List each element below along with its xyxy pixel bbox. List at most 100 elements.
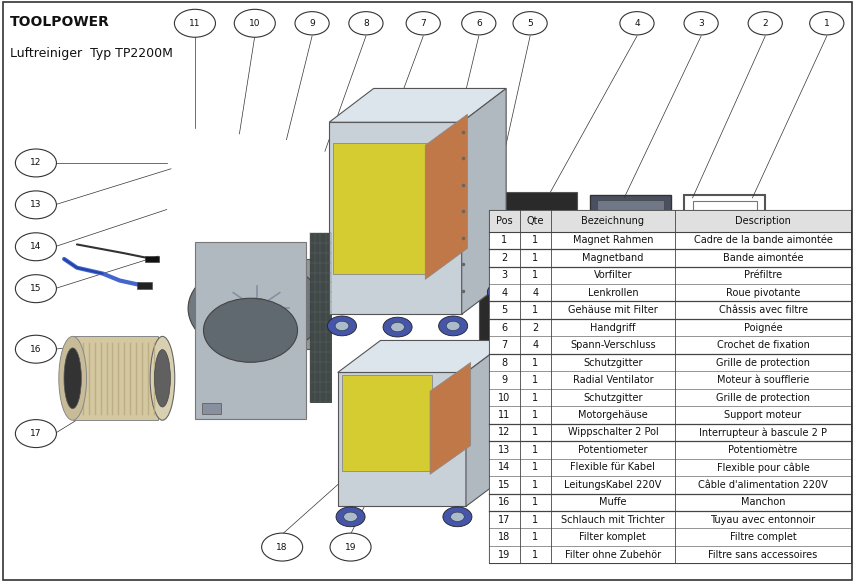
Bar [489,249,851,267]
Ellipse shape [150,336,174,420]
Text: 4: 4 [501,288,508,298]
Text: Tuyau avec entonnoir: Tuyau avec entonnoir [711,514,816,525]
Text: 1: 1 [532,375,539,385]
Circle shape [344,512,357,521]
Circle shape [219,283,294,334]
Text: Câble d'alimentation 220V: Câble d'alimentation 220V [699,480,828,490]
Bar [310,233,331,402]
Circle shape [406,12,440,35]
Bar [669,346,682,358]
Text: 6: 6 [501,322,508,333]
Bar [73,336,158,420]
Bar [489,301,851,319]
Text: Préfiltre: Préfiltre [744,270,782,281]
Text: 1: 1 [532,357,539,368]
Text: 13: 13 [30,200,42,210]
Text: 1: 1 [532,270,539,281]
Text: Potentiometer: Potentiometer [578,445,648,455]
Text: Description: Description [735,215,791,226]
Circle shape [443,507,472,527]
Bar [579,242,592,253]
Bar [489,441,851,459]
Text: 2: 2 [501,253,508,263]
Text: 1: 1 [532,514,539,525]
Polygon shape [462,88,506,314]
Text: 12: 12 [30,158,42,168]
Text: 8: 8 [363,19,369,28]
Text: 5: 5 [501,305,508,315]
Circle shape [174,9,215,37]
Bar [489,354,851,371]
Text: Schutzgitter: Schutzgitter [583,392,643,403]
Text: 1: 1 [824,19,829,28]
Circle shape [439,316,468,336]
Text: Magnetband: Magnetband [582,253,644,263]
Circle shape [241,298,272,319]
Text: Pos: Pos [496,215,513,226]
Text: Interrupteur à bascule 2 P: Interrupteur à bascule 2 P [699,427,827,438]
Bar [489,406,851,424]
Text: Poignée: Poignée [744,322,782,333]
Bar [489,528,851,546]
Polygon shape [338,340,509,372]
Text: Flexible für Kabel: Flexible für Kabel [570,462,656,473]
Text: 10: 10 [498,392,510,403]
Text: 8: 8 [501,357,508,368]
Circle shape [15,191,56,219]
Bar [489,371,851,389]
Bar [333,143,429,274]
Circle shape [513,12,547,35]
Text: Filter ohne Zubehör: Filter ohne Zubehör [565,549,661,560]
Circle shape [490,475,519,495]
Text: 4: 4 [634,19,640,28]
Ellipse shape [59,336,86,420]
Text: Manchon: Manchon [740,497,785,508]
Bar [489,424,851,441]
Text: Vorfilter: Vorfilter [593,270,632,281]
Circle shape [684,12,718,35]
Circle shape [383,317,412,337]
Text: Cadre de la bande aimontée: Cadre de la bande aimontée [693,235,833,246]
Ellipse shape [64,348,81,409]
Text: Bezeichnung: Bezeichnung [581,215,645,226]
Text: 4: 4 [532,340,539,350]
Ellipse shape [155,350,170,407]
Text: 2: 2 [763,19,768,28]
Text: 3: 3 [501,270,508,281]
Circle shape [15,335,56,363]
Text: 13: 13 [498,445,510,455]
Text: 1: 1 [532,445,539,455]
Text: 1: 1 [532,235,539,246]
Circle shape [262,533,303,561]
Bar [508,397,547,402]
Text: Lenkrollen: Lenkrollen [587,288,638,298]
Circle shape [487,282,516,302]
Circle shape [15,149,56,177]
Bar [669,242,682,253]
Bar [670,343,686,356]
Text: Gehäuse mit Filter: Gehäuse mit Filter [568,305,657,315]
Text: Filter komplet: Filter komplet [580,532,646,542]
Text: Handgriff: Handgriff [590,322,635,333]
Text: 14: 14 [30,242,42,251]
Text: Spann-Verschluss: Spann-Verschluss [570,340,656,350]
Circle shape [451,512,464,521]
Circle shape [330,533,371,561]
Text: 1: 1 [532,549,539,560]
Text: 5: 5 [528,19,533,28]
Bar [244,259,329,349]
Circle shape [203,298,298,362]
Text: 1: 1 [532,532,539,542]
Bar [489,267,851,284]
Text: Qte: Qte [527,215,544,226]
Bar [489,511,851,528]
Bar [479,192,577,407]
Text: Motorgehäuse: Motorgehäuse [578,410,648,420]
Text: Schutzgitter: Schutzgitter [583,357,643,368]
Text: Grille de protection: Grille de protection [716,392,810,403]
Text: 4: 4 [532,288,539,298]
Bar [145,256,159,262]
Text: 17: 17 [498,514,510,525]
Text: 3: 3 [699,19,704,28]
Bar [137,282,152,289]
